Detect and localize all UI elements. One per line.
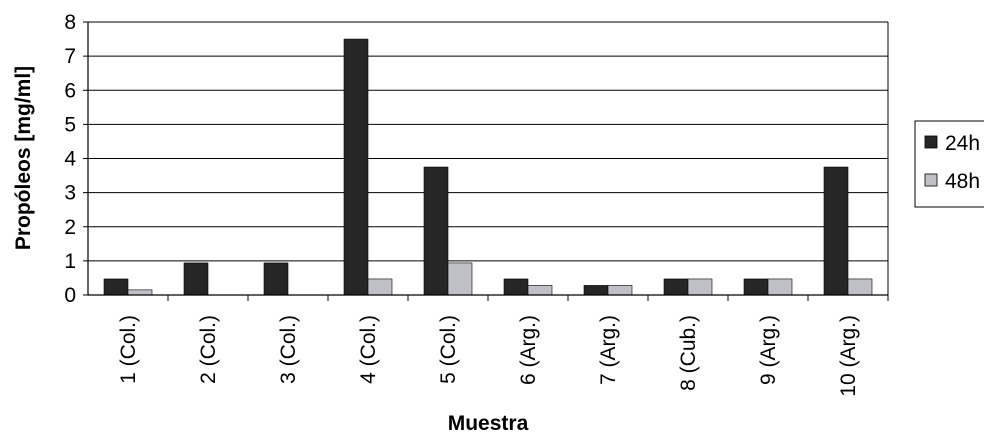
x-tick-label: 2 (Col.) <box>197 315 220 384</box>
bar-48h <box>847 278 873 296</box>
bars <box>103 38 873 296</box>
legend-swatch <box>924 173 938 187</box>
legend-label: 48h <box>945 170 980 193</box>
x-tick-label: 8 (Cub.) <box>677 315 700 391</box>
legend-box <box>914 120 984 208</box>
bar-24h <box>343 38 369 296</box>
bar-48h <box>527 285 553 296</box>
x-tick-label: 9 (Arg.) <box>757 315 780 385</box>
y-tick-label: 4 <box>64 148 76 171</box>
bar-24h <box>503 278 529 296</box>
x-tick-label: 10 (Arg.) <box>837 315 860 397</box>
bar-24h <box>423 166 449 296</box>
bar-48h <box>687 278 713 296</box>
bar-48h <box>767 278 793 296</box>
bar-24h <box>103 278 129 296</box>
y-tick-labels: 0 1 2 3 4 5 6 7 8 <box>64 11 76 307</box>
bar-24h <box>663 278 689 296</box>
x-axis-title: Muestra <box>448 412 529 435</box>
x-tick-label: 1 (Col.) <box>117 315 140 384</box>
bar-24h <box>823 166 849 296</box>
x-tick-label: 6 (Arg.) <box>517 315 540 385</box>
y-tick-label: 1 <box>64 250 76 273</box>
grid-lines <box>88 21 888 262</box>
x-tick-label: 5 (Col.) <box>437 315 460 384</box>
x-tick-label: 4 (Col.) <box>357 315 380 384</box>
bar-48h <box>367 278 393 296</box>
bar-48h <box>447 262 473 296</box>
y-tick-label: 3 <box>64 182 76 205</box>
legend: 24h 48h <box>914 120 984 208</box>
y-tick-label: 8 <box>64 11 76 34</box>
bar-48h <box>127 289 153 296</box>
y-tick-label: 5 <box>64 113 76 136</box>
bar-24h <box>743 278 769 296</box>
bar-24h <box>583 285 609 296</box>
y-axis-title: Propóleos [mg/ml] <box>12 66 35 250</box>
x-tick-label: 7 (Arg.) <box>597 315 620 385</box>
y-tick-label: 6 <box>64 79 76 102</box>
legend-label: 24h <box>945 132 980 155</box>
bar-48h <box>607 285 633 296</box>
y-tick-label: 0 <box>64 284 76 307</box>
bar-24h <box>263 262 289 296</box>
y-tick-label: 2 <box>64 216 76 239</box>
x-tick-label: 3 (Col.) <box>277 315 300 384</box>
x-tick-labels: 1 (Col.) 2 (Col.) 3 (Col.) 4 (Col.) 5 (Col.)… <box>117 315 860 397</box>
y-tick-label: 7 <box>64 45 76 68</box>
legend-swatch <box>924 135 938 149</box>
bar-24h <box>183 262 209 296</box>
axes <box>83 21 889 301</box>
